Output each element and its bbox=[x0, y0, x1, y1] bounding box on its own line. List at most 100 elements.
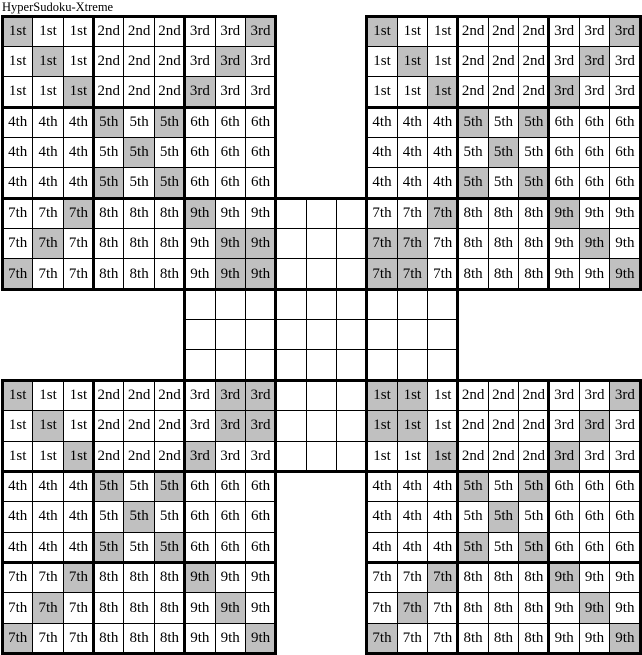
cell[interactable]: 5th bbox=[457, 532, 489, 563]
cell[interactable]: 8th bbox=[93, 258, 124, 290]
cell[interactable]: 9th bbox=[609, 562, 641, 593]
cell[interactable]: 2nd bbox=[154, 76, 185, 108]
cell[interactable]: 1st bbox=[427, 410, 458, 442]
cell[interactable]: 3rd bbox=[579, 46, 610, 77]
cell[interactable]: 9th bbox=[579, 198, 610, 229]
empty-cell[interactable] bbox=[245, 349, 276, 381]
empty-cell[interactable] bbox=[306, 289, 337, 320]
cell[interactable]: 6th bbox=[215, 167, 246, 199]
empty-cell[interactable] bbox=[366, 319, 398, 350]
cell[interactable]: 7th bbox=[397, 592, 428, 624]
cell[interactable]: 5th bbox=[93, 137, 124, 168]
cell[interactable]: 4th bbox=[63, 137, 94, 168]
cell[interactable]: 7th bbox=[397, 258, 428, 290]
cell[interactable]: 8th bbox=[154, 562, 185, 593]
cell[interactable]: 2nd bbox=[457, 76, 489, 108]
cell[interactable]: 1st bbox=[397, 46, 428, 77]
cell[interactable]: 9th bbox=[609, 592, 641, 624]
cell[interactable]: 8th bbox=[518, 258, 549, 290]
empty-cell[interactable] bbox=[306, 410, 337, 442]
cell[interactable]: 2nd bbox=[488, 16, 519, 47]
cell[interactable]: 2nd bbox=[518, 76, 549, 108]
cell[interactable]: 9th bbox=[184, 258, 216, 290]
cell[interactable]: 3rd bbox=[184, 16, 216, 47]
cell[interactable]: 7th bbox=[63, 228, 94, 259]
cell[interactable]: 3rd bbox=[548, 410, 580, 442]
cell[interactable]: 4th bbox=[2, 137, 33, 168]
cell[interactable]: 7th bbox=[2, 228, 33, 259]
cell[interactable]: 3rd bbox=[609, 410, 641, 442]
cell[interactable]: 4th bbox=[32, 501, 64, 533]
empty-cell[interactable] bbox=[427, 289, 458, 320]
cell[interactable]: 5th bbox=[518, 532, 549, 563]
cell[interactable]: 7th bbox=[32, 592, 64, 624]
cell[interactable]: 1st bbox=[2, 410, 33, 442]
empty-cell[interactable] bbox=[306, 258, 337, 290]
cell[interactable]: 7th bbox=[366, 623, 398, 654]
cell[interactable]: 4th bbox=[397, 137, 428, 168]
cell[interactable]: 5th bbox=[518, 137, 549, 168]
cell[interactable]: 3rd bbox=[245, 76, 276, 108]
cell[interactable]: 7th bbox=[2, 623, 33, 654]
cell[interactable]: 2nd bbox=[123, 76, 155, 108]
cell[interactable]: 8th bbox=[518, 592, 549, 624]
cell[interactable]: 9th bbox=[215, 198, 246, 229]
cell[interactable]: 1st bbox=[32, 380, 64, 411]
cell[interactable]: 3rd bbox=[245, 46, 276, 77]
cell[interactable]: 5th bbox=[93, 532, 124, 563]
cell[interactable]: 4th bbox=[63, 107, 94, 138]
cell[interactable]: 7th bbox=[366, 198, 398, 229]
cell[interactable]: 4th bbox=[397, 471, 428, 502]
cell[interactable]: 6th bbox=[609, 107, 641, 138]
cell[interactable]: 4th bbox=[366, 471, 398, 502]
cell[interactable]: 3rd bbox=[579, 380, 610, 411]
cell[interactable]: 1st bbox=[427, 76, 458, 108]
cell[interactable]: 1st bbox=[397, 441, 428, 472]
empty-cell[interactable] bbox=[306, 228, 337, 259]
cell[interactable]: 8th bbox=[457, 228, 489, 259]
cell[interactable]: 9th bbox=[609, 228, 641, 259]
empty-cell[interactable] bbox=[275, 198, 307, 229]
cell[interactable]: 3rd bbox=[609, 380, 641, 411]
cell[interactable]: 8th bbox=[518, 198, 549, 229]
cell[interactable]: 8th bbox=[457, 258, 489, 290]
cell[interactable]: 9th bbox=[215, 228, 246, 259]
cell[interactable]: 4th bbox=[63, 501, 94, 533]
cell[interactable]: 1st bbox=[32, 410, 64, 442]
cell[interactable]: 8th bbox=[488, 198, 519, 229]
cell[interactable]: 1st bbox=[2, 46, 33, 77]
cell[interactable]: 6th bbox=[215, 501, 246, 533]
cell[interactable]: 9th bbox=[609, 258, 641, 290]
cell[interactable]: 3rd bbox=[184, 380, 216, 411]
cell[interactable]: 6th bbox=[245, 107, 276, 138]
cell[interactable]: 2nd bbox=[488, 380, 519, 411]
cell[interactable]: 8th bbox=[93, 623, 124, 654]
cell[interactable]: 7th bbox=[427, 562, 458, 593]
cell[interactable]: 1st bbox=[366, 410, 398, 442]
cell[interactable]: 6th bbox=[579, 137, 610, 168]
cell[interactable]: 6th bbox=[579, 167, 610, 199]
empty-cell[interactable] bbox=[366, 349, 398, 381]
cell[interactable]: 6th bbox=[215, 137, 246, 168]
cell[interactable]: 7th bbox=[63, 258, 94, 290]
cell[interactable]: 6th bbox=[245, 167, 276, 199]
empty-cell[interactable] bbox=[306, 198, 337, 229]
cell[interactable]: 6th bbox=[579, 501, 610, 533]
cell[interactable]: 4th bbox=[32, 532, 64, 563]
empty-cell[interactable] bbox=[427, 319, 458, 350]
cell[interactable]: 4th bbox=[397, 167, 428, 199]
cell[interactable]: 4th bbox=[366, 137, 398, 168]
cell[interactable]: 6th bbox=[548, 471, 580, 502]
cell[interactable]: 5th bbox=[488, 167, 519, 199]
cell[interactable]: 4th bbox=[2, 501, 33, 533]
cell[interactable]: 3rd bbox=[215, 46, 246, 77]
cell[interactable]: 3rd bbox=[579, 441, 610, 472]
cell[interactable]: 6th bbox=[579, 471, 610, 502]
cell[interactable]: 4th bbox=[427, 532, 458, 563]
cell[interactable]: 1st bbox=[366, 76, 398, 108]
cell[interactable]: 3rd bbox=[245, 441, 276, 472]
cell[interactable]: 6th bbox=[184, 107, 216, 138]
cell[interactable]: 3rd bbox=[579, 16, 610, 47]
empty-cell[interactable] bbox=[275, 319, 307, 350]
cell[interactable]: 7th bbox=[397, 198, 428, 229]
